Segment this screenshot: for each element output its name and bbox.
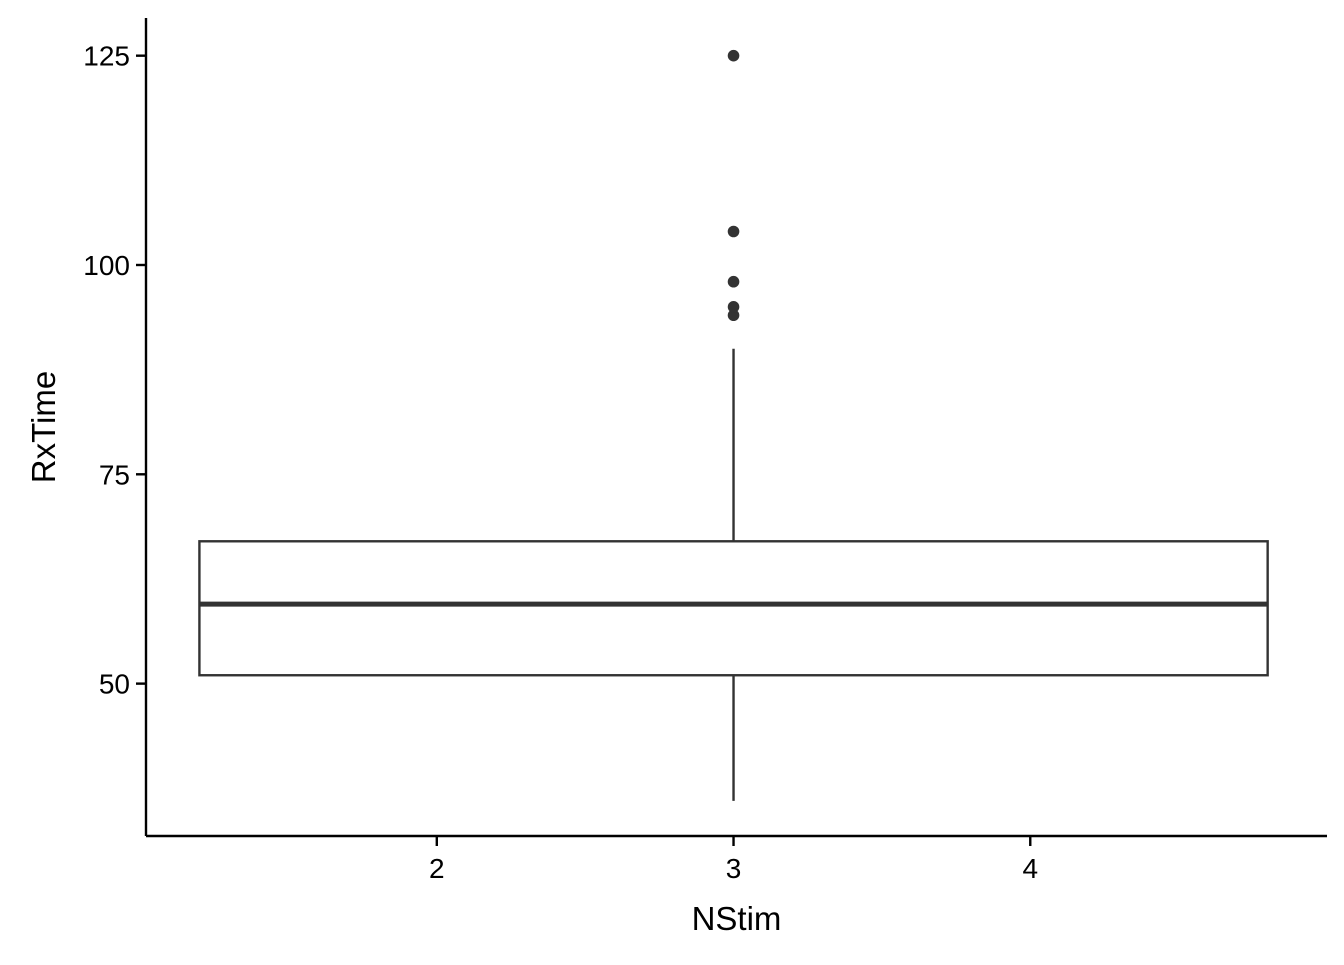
x-tick-label: 3: [726, 853, 742, 884]
x-axis-title: NStim: [692, 900, 782, 937]
outlier-point: [727, 275, 740, 288]
x-tick-label: 4: [1022, 853, 1038, 884]
axes: 2 3 4 50 75 100 125: [83, 18, 1327, 884]
y-axis-title: RxTime: [25, 371, 62, 483]
y-axis-ticks: 50 75 100 125: [83, 41, 146, 700]
y-tick-label: 50: [99, 669, 130, 700]
plot-marks: [198, 49, 1269, 801]
y-tick-label: 125: [83, 41, 130, 72]
outlier-point: [727, 309, 740, 322]
y-tick-label: 75: [99, 459, 130, 490]
outlier-point: [727, 49, 740, 62]
interquartile-box: [198, 540, 1269, 677]
x-tick-label: 2: [429, 853, 445, 884]
y-tick-label: 100: [83, 250, 130, 281]
outlier-point: [727, 301, 740, 313]
x-axis-ticks: 2 3 4: [429, 836, 1038, 884]
outlier-point: [727, 225, 740, 238]
